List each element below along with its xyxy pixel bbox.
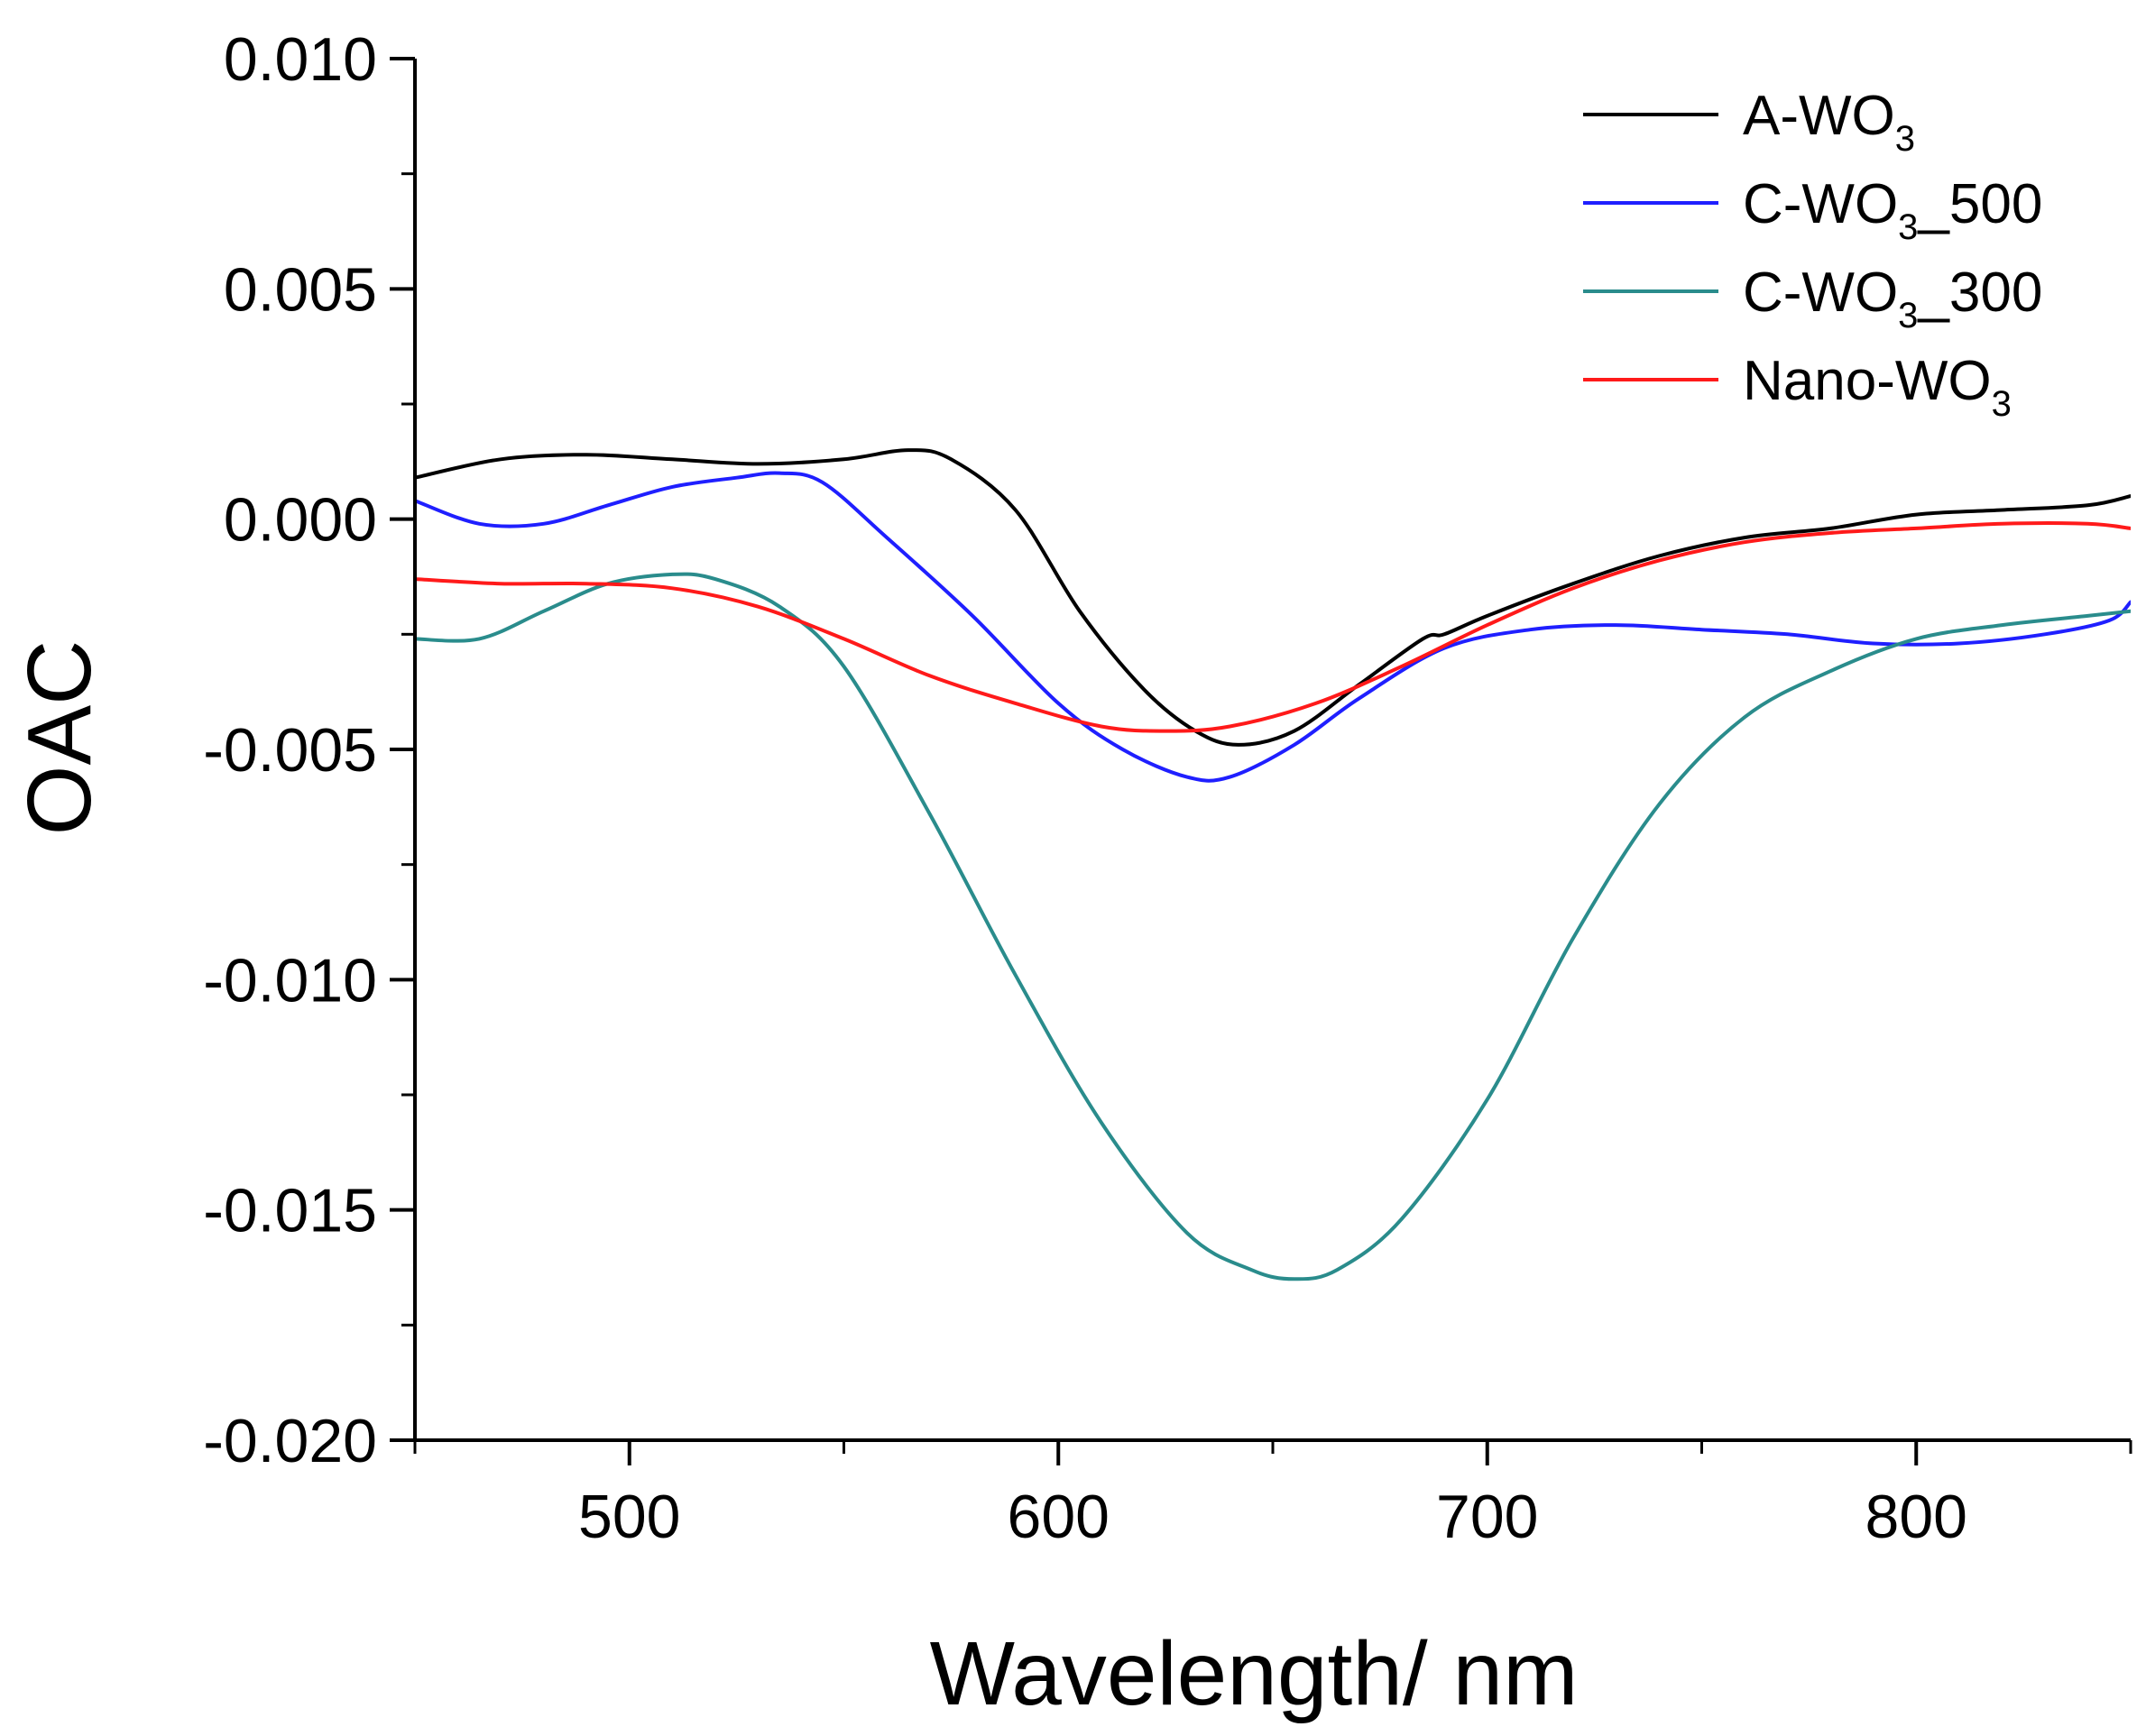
legend-label-main: C-WO	[1743, 173, 1898, 235]
ticks-layer: 0.010 0.005 0.000 -0.005 -0.010 -0.015 -0.020 5…	[203, 25, 2132, 1551]
legend-label-main: A-WO	[1743, 85, 1895, 147]
legend-item-nano-wo3: Nano-WO3	[1583, 350, 2012, 424]
legend-label: Nano-WO3	[1743, 350, 2012, 424]
x-tick-label: 700	[1436, 1483, 1538, 1551]
legend-item-c-wo3-300: C-WO3_300	[1583, 262, 2042, 335]
y-tick-label: 0.005	[224, 255, 377, 324]
series-line-c-wo3-300	[415, 572, 2131, 1281]
legend-label: C-WO3_500	[1743, 173, 2042, 247]
y-tick-label: -0.015	[203, 1177, 377, 1245]
legend-label-main: C-WO	[1743, 262, 1898, 324]
legend-label-subscript: 3	[1898, 296, 1918, 335]
y-tick-label: 0.000	[224, 486, 377, 555]
y-tick-label: -0.005	[203, 716, 377, 785]
y-tick-label: -0.010	[203, 946, 377, 1015]
series-line-a-wo3	[415, 448, 2131, 747]
legend-label-subscript: 3	[1898, 207, 1918, 247]
x-tick-label: 800	[1865, 1483, 1967, 1551]
legend-label-main: Nano-WO	[1743, 350, 1992, 412]
x-tick-label: 500	[578, 1483, 680, 1551]
legend-item-c-wo3-500: C-WO3_500	[1583, 173, 2042, 247]
series-line-nano-wo3	[415, 521, 2131, 733]
y-tick-label: -0.020	[203, 1407, 377, 1475]
legend-label: C-WO3_300	[1743, 262, 2042, 335]
y-axis-title: OAC	[9, 640, 110, 836]
legend-label: A-WO3	[1743, 85, 1915, 159]
legend-label-subscript: 3	[1895, 119, 1915, 159]
legend-label-suffix: _500	[1917, 173, 2042, 235]
legend-label-suffix: _300	[1917, 262, 2042, 324]
series-layer	[415, 448, 2131, 1281]
legend-item-a-wo3: A-WO3	[1583, 85, 1915, 159]
y-tick-label: 0.010	[224, 25, 377, 94]
x-axis-title: Wavelength/ nm	[930, 1623, 1579, 1724]
series-line-c-wo3-500	[415, 471, 2131, 783]
legend-label-subscript: 3	[1992, 384, 2012, 424]
x-tick-label: 600	[1008, 1483, 1110, 1551]
